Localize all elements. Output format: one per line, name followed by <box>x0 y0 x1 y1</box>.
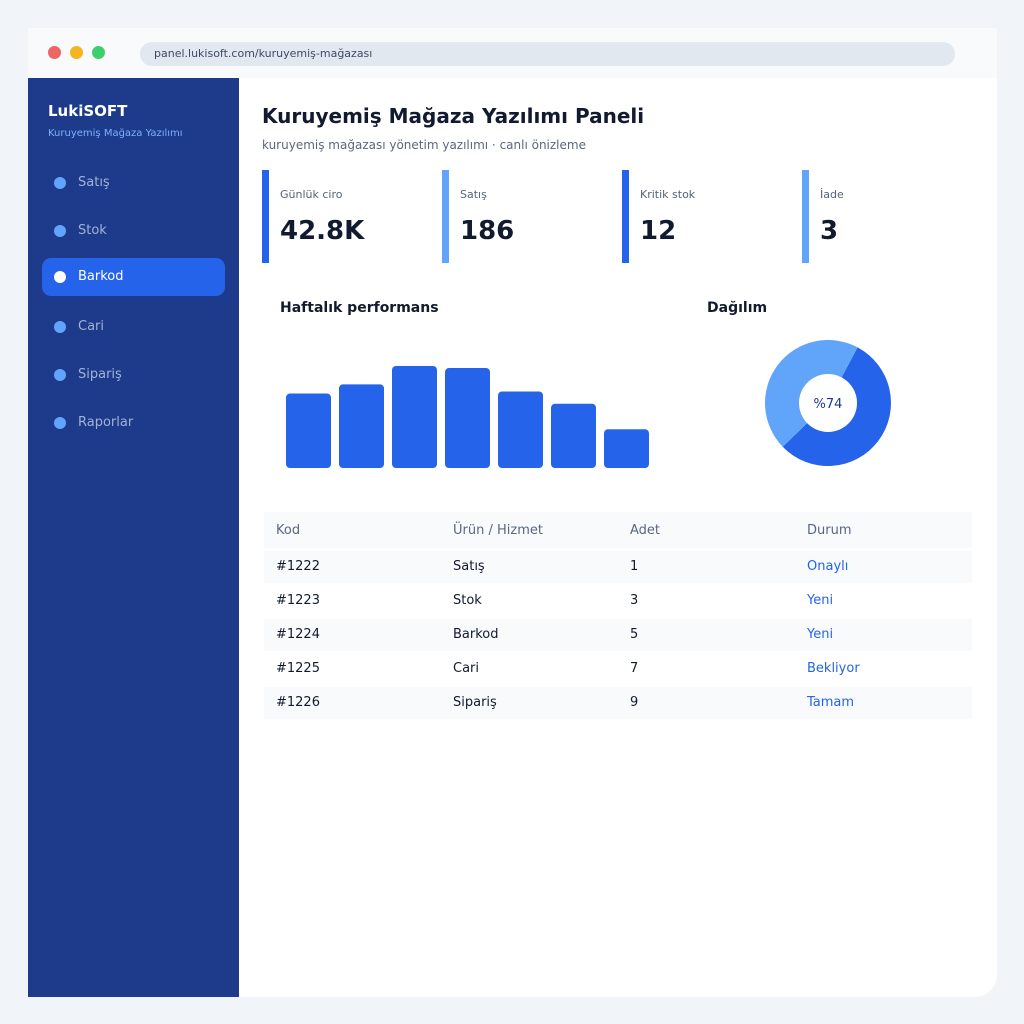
kpi-label: Satış <box>460 188 487 201</box>
page-title: Kuruyemiş Mağaza Yazılımı Paneli <box>262 104 645 128</box>
row-quantity: 7 <box>630 661 639 676</box>
kpi-value: 42.8K <box>280 216 365 246</box>
kpi-label: İade <box>820 188 844 201</box>
sidebar-item-label: Barkod <box>78 269 124 284</box>
row-status: Tamam <box>807 695 855 710</box>
dot-icon <box>54 417 66 429</box>
kpi-value: 3 <box>820 216 839 246</box>
kpi-accent-bar <box>802 170 809 263</box>
sidebar-item-label: Sipariş <box>78 367 122 382</box>
dot-icon <box>54 225 66 237</box>
row-product: Cari <box>453 661 479 676</box>
row-product: Satış <box>453 559 485 574</box>
bar-1 <box>286 393 331 468</box>
bar-2 <box>339 384 384 468</box>
sidebar-item-stok[interactable]: Stok <box>42 212 225 250</box>
row-quantity: 1 <box>630 559 639 574</box>
bar-7 <box>604 429 649 468</box>
row-code: #1226 <box>276 695 320 710</box>
browser-titlebar: panel.lukisoft.com/kuruyemiş-mağazası <box>28 28 997 78</box>
table-row[interactable]: #1224 Barkod 5 Yeni <box>264 619 972 651</box>
row-quantity: 5 <box>630 627 639 642</box>
row-product: Sipariş <box>453 695 497 710</box>
distribution-donut-chart: %74 <box>765 339 891 466</box>
sidebar-item-raporlar[interactable]: Raporlar <box>42 404 225 442</box>
kpi-label: Günlük ciro <box>280 188 343 201</box>
sidebar-item-cari[interactable]: Cari <box>42 308 225 346</box>
row-product: Stok <box>453 593 482 608</box>
bar-6 <box>551 403 596 468</box>
kpi-accent-bar <box>622 170 629 263</box>
row-product: Barkod <box>453 627 499 642</box>
brand-name: LukiSOFT <box>48 102 128 120</box>
sidebar: LukiSOFT Kuruyemiş Mağaza Yazılımı Satış… <box>28 78 239 997</box>
sidebar-item-label: Stok <box>78 223 107 238</box>
sidebar-item-siparis[interactable]: Sipariş <box>42 356 225 394</box>
row-code: #1225 <box>276 661 320 676</box>
bar-5 <box>498 391 543 468</box>
table-header-row: Kod Ürün / Hizmet Adet Durum <box>264 512 972 548</box>
kpi-accent-bar <box>442 170 449 263</box>
column-header-adet[interactable]: Adet <box>630 523 661 538</box>
row-code: #1224 <box>276 627 320 642</box>
page-subtitle: kuruyemiş mağazası yönetim yazılımı · ca… <box>262 138 586 152</box>
bar-chart-title: Haftalık performans <box>280 300 439 316</box>
column-header-kod[interactable]: Kod <box>276 523 301 538</box>
donut-chart-title: Dağılım <box>707 300 768 316</box>
bar-4 <box>445 368 490 468</box>
row-code: #1222 <box>276 559 320 574</box>
donut-center-label: %74 <box>814 397 843 412</box>
kpi-label: Kritik stok <box>640 188 696 201</box>
address-bar[interactable]: panel.lukisoft.com/kuruyemiş-mağazası <box>140 42 955 66</box>
kpi-card-satis: Satış 186 <box>442 170 592 263</box>
column-header-urun[interactable]: Ürün / Hizmet <box>453 523 543 538</box>
dot-icon <box>54 321 66 333</box>
dot-icon <box>54 369 66 381</box>
kpi-card-kritik-stok: Kritik stok 12 <box>622 170 772 263</box>
sidebar-item-label: Satış <box>78 175 110 190</box>
kpi-card-iade: İade 3 <box>802 170 952 263</box>
app-window: panel.lukisoft.com/kuruyemiş-mağazası Lu… <box>28 28 997 997</box>
brand-subtitle: Kuruyemiş Mağaza Yazılımı <box>48 128 183 139</box>
row-status: Onaylı <box>807 559 849 574</box>
sidebar-item-barkod[interactable]: Barkod <box>42 258 225 296</box>
weekly-bar-chart <box>286 366 649 468</box>
dot-icon <box>54 271 66 283</box>
dot-icon <box>54 177 66 189</box>
column-header-durum[interactable]: Durum <box>807 523 852 538</box>
row-status: Bekliyor <box>807 661 860 676</box>
bar-3 <box>392 366 437 468</box>
close-window-icon[interactable] <box>48 46 61 59</box>
sidebar-item-satis[interactable]: Satış <box>42 164 225 202</box>
table-row[interactable]: #1225 Cari 7 Bekliyor <box>264 653 972 685</box>
maximize-window-icon[interactable] <box>92 46 105 59</box>
row-code: #1223 <box>276 593 320 608</box>
table-row[interactable]: #1226 Sipariş 9 Tamam <box>264 687 972 719</box>
donut-hole <box>799 374 857 432</box>
kpi-value: 12 <box>640 216 677 246</box>
row-quantity: 9 <box>630 695 639 710</box>
kpi-card-ciro: Günlük ciro 42.8K <box>262 170 412 263</box>
kpi-accent-bar <box>262 170 269 263</box>
row-status: Yeni <box>807 593 834 608</box>
table-row[interactable]: #1223 Stok 3 Yeni <box>264 585 972 617</box>
row-status: Yeni <box>807 627 834 642</box>
row-quantity: 3 <box>630 593 639 608</box>
sidebar-item-label: Cari <box>78 319 104 334</box>
minimize-window-icon[interactable] <box>70 46 83 59</box>
sidebar-item-label: Raporlar <box>78 415 134 430</box>
table-row[interactable]: #1222 Satış 1 Onaylı <box>264 551 972 583</box>
kpi-value: 186 <box>460 216 515 246</box>
